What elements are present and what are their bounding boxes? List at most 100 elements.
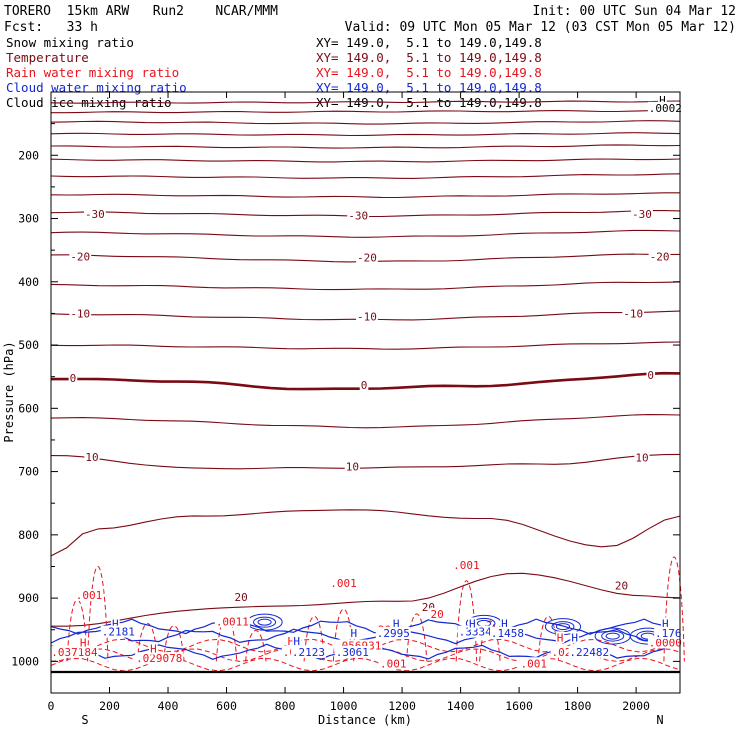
x-tick-label: 1000 xyxy=(330,699,358,713)
rain-contour xyxy=(406,613,428,662)
legend: Snow mixing ratio XY= 149.0, 5.1 to 149.… xyxy=(6,35,542,110)
isotherm-label: 10 xyxy=(346,461,359,474)
legend-name-cloud-water: Cloud water mixing ratio xyxy=(6,80,187,95)
cloud-water-label-bg xyxy=(375,626,411,639)
rain-label: .001 xyxy=(520,657,547,670)
cloud-water-label-bg xyxy=(457,625,493,638)
cloud-water-label: H xyxy=(469,617,476,630)
cloud-water-label: .1458 xyxy=(491,627,524,640)
isotherm xyxy=(50,120,681,125)
isotherm-20 xyxy=(51,572,681,627)
rain-label: .029078 xyxy=(136,652,182,665)
axes: 0 200 400 600 800 1000 1200 1400 1600 1800 2000200… xyxy=(11,92,680,713)
cloud-water-label-bg xyxy=(100,625,136,638)
y-tick-label: 1000 xyxy=(11,654,39,668)
x-tick-label: 1600 xyxy=(505,699,533,713)
south-end-label: S xyxy=(81,713,88,727)
rain-label: H xyxy=(288,635,295,648)
cloud-water-cell xyxy=(555,623,571,631)
rain-label-bg xyxy=(50,645,99,658)
isotherm-label: -10 xyxy=(357,311,377,324)
isotherm xyxy=(50,414,681,429)
legend-name-temperature: Temperature xyxy=(6,50,89,65)
legend-name-cloud-ice: Cloud ice mixing ratio xyxy=(6,95,172,110)
snow-label: H xyxy=(659,94,666,107)
cloud-water-label: H xyxy=(293,635,300,648)
rain-label-bg xyxy=(452,559,481,572)
isotherm-label-bg xyxy=(233,590,249,603)
x-tick-label: 2000 xyxy=(622,699,650,713)
cloud-water-label-bg xyxy=(568,645,611,658)
isotherm-label: 10 xyxy=(635,452,648,465)
snow-label: .0002 xyxy=(649,102,682,115)
isotherm-label: -30 xyxy=(632,208,652,221)
cloud-water-label: H xyxy=(571,631,578,644)
rain-label-bg xyxy=(647,636,683,649)
cloud-water-label-bg xyxy=(489,626,525,639)
y-tick-label: 300 xyxy=(18,212,39,226)
isotherm-label: -30 xyxy=(348,209,368,222)
rain-label-bg xyxy=(74,588,104,601)
isotherm-label: -20 xyxy=(650,250,670,263)
isotherm-label: 0 xyxy=(70,372,77,385)
forecast-hour: Fcst: 33 h xyxy=(4,20,98,35)
cloud-water-label: .3334 xyxy=(459,626,492,639)
isotherm-label-bg xyxy=(648,250,671,263)
contour-labels: -30 -30 -30 -20 -20 -20 -10 -10 -10 0 0 0 10 10 10 20 20… xyxy=(50,94,683,670)
isotherm-label-bg xyxy=(68,371,78,384)
cloud-water-label: H xyxy=(350,627,357,640)
rain-label: H xyxy=(150,643,157,656)
isotherm xyxy=(50,509,681,557)
legend-xy-cloud-water: XY= 149.0, 5.1 to 149.0,149.8 xyxy=(316,80,542,95)
isotherm xyxy=(51,109,681,114)
x-tick-label: 1400 xyxy=(447,699,475,713)
plot-frame xyxy=(50,91,681,694)
isotherm-label-bg xyxy=(84,451,100,464)
north-end-label: N xyxy=(656,713,663,727)
isotherm xyxy=(50,100,681,104)
valid-time: Valid: 09 UTC Mon 05 Mar 12 (03 CST Mon … xyxy=(345,20,736,35)
isotherm-label-bg xyxy=(622,307,645,320)
cloud-water-label: H xyxy=(112,617,119,630)
y-tick-label: 800 xyxy=(18,528,39,542)
rain-contour xyxy=(663,556,685,662)
cloud-water-label: .2123 xyxy=(292,646,325,659)
rain-label-bg xyxy=(78,636,88,649)
legend-name-snow: Snow mixing ratio xyxy=(6,35,134,50)
isotherm-label-bg xyxy=(613,579,630,592)
isotherm xyxy=(50,173,681,179)
legend-xy-snow: XY= 149.0, 5.1 to 149.0,149.8 xyxy=(316,35,542,50)
rain-contour xyxy=(50,657,681,672)
cloud-water-label: .176 xyxy=(655,627,682,640)
isotherm-label-bg xyxy=(646,368,656,381)
rain-contour xyxy=(537,615,560,662)
y-tick-label: 200 xyxy=(18,148,39,162)
isotherm xyxy=(50,158,681,163)
cloud-water-label-bg xyxy=(661,617,670,630)
cloud-water-label-bg xyxy=(334,645,370,658)
rain-label: H xyxy=(80,636,87,649)
isotherm-label-bg xyxy=(347,209,370,222)
rain-label: .001 xyxy=(453,559,480,572)
x-tick-label: 0 xyxy=(48,699,55,713)
isotherm-label: -30 xyxy=(85,208,105,221)
x-tick-label: 800 xyxy=(275,699,296,713)
x-tick-label: 1200 xyxy=(388,699,416,713)
rain-label-bg xyxy=(379,657,408,670)
cloud-water-label: .2181 xyxy=(102,626,135,639)
cloud-water-label: H xyxy=(393,617,400,630)
rain-label: .0011 xyxy=(216,616,249,629)
x-axis-label: Distance (km) xyxy=(318,713,412,727)
cloud-water-label-bg xyxy=(292,635,302,648)
snow-label-bg xyxy=(658,94,667,107)
cloud-water-label-bg xyxy=(391,617,401,630)
model-title: TORERO 15km ARW Run2 NCAR/MMM xyxy=(4,4,278,19)
y-tick-label: 900 xyxy=(18,591,39,605)
isotherm-label: -10 xyxy=(70,307,90,320)
cloud-water-label-bg xyxy=(349,626,359,639)
rain-label-bg xyxy=(149,642,158,655)
isotherm-label-bg xyxy=(631,208,653,221)
y-tick-label: 600 xyxy=(18,401,39,415)
cloud-water-label-bg xyxy=(467,617,477,630)
